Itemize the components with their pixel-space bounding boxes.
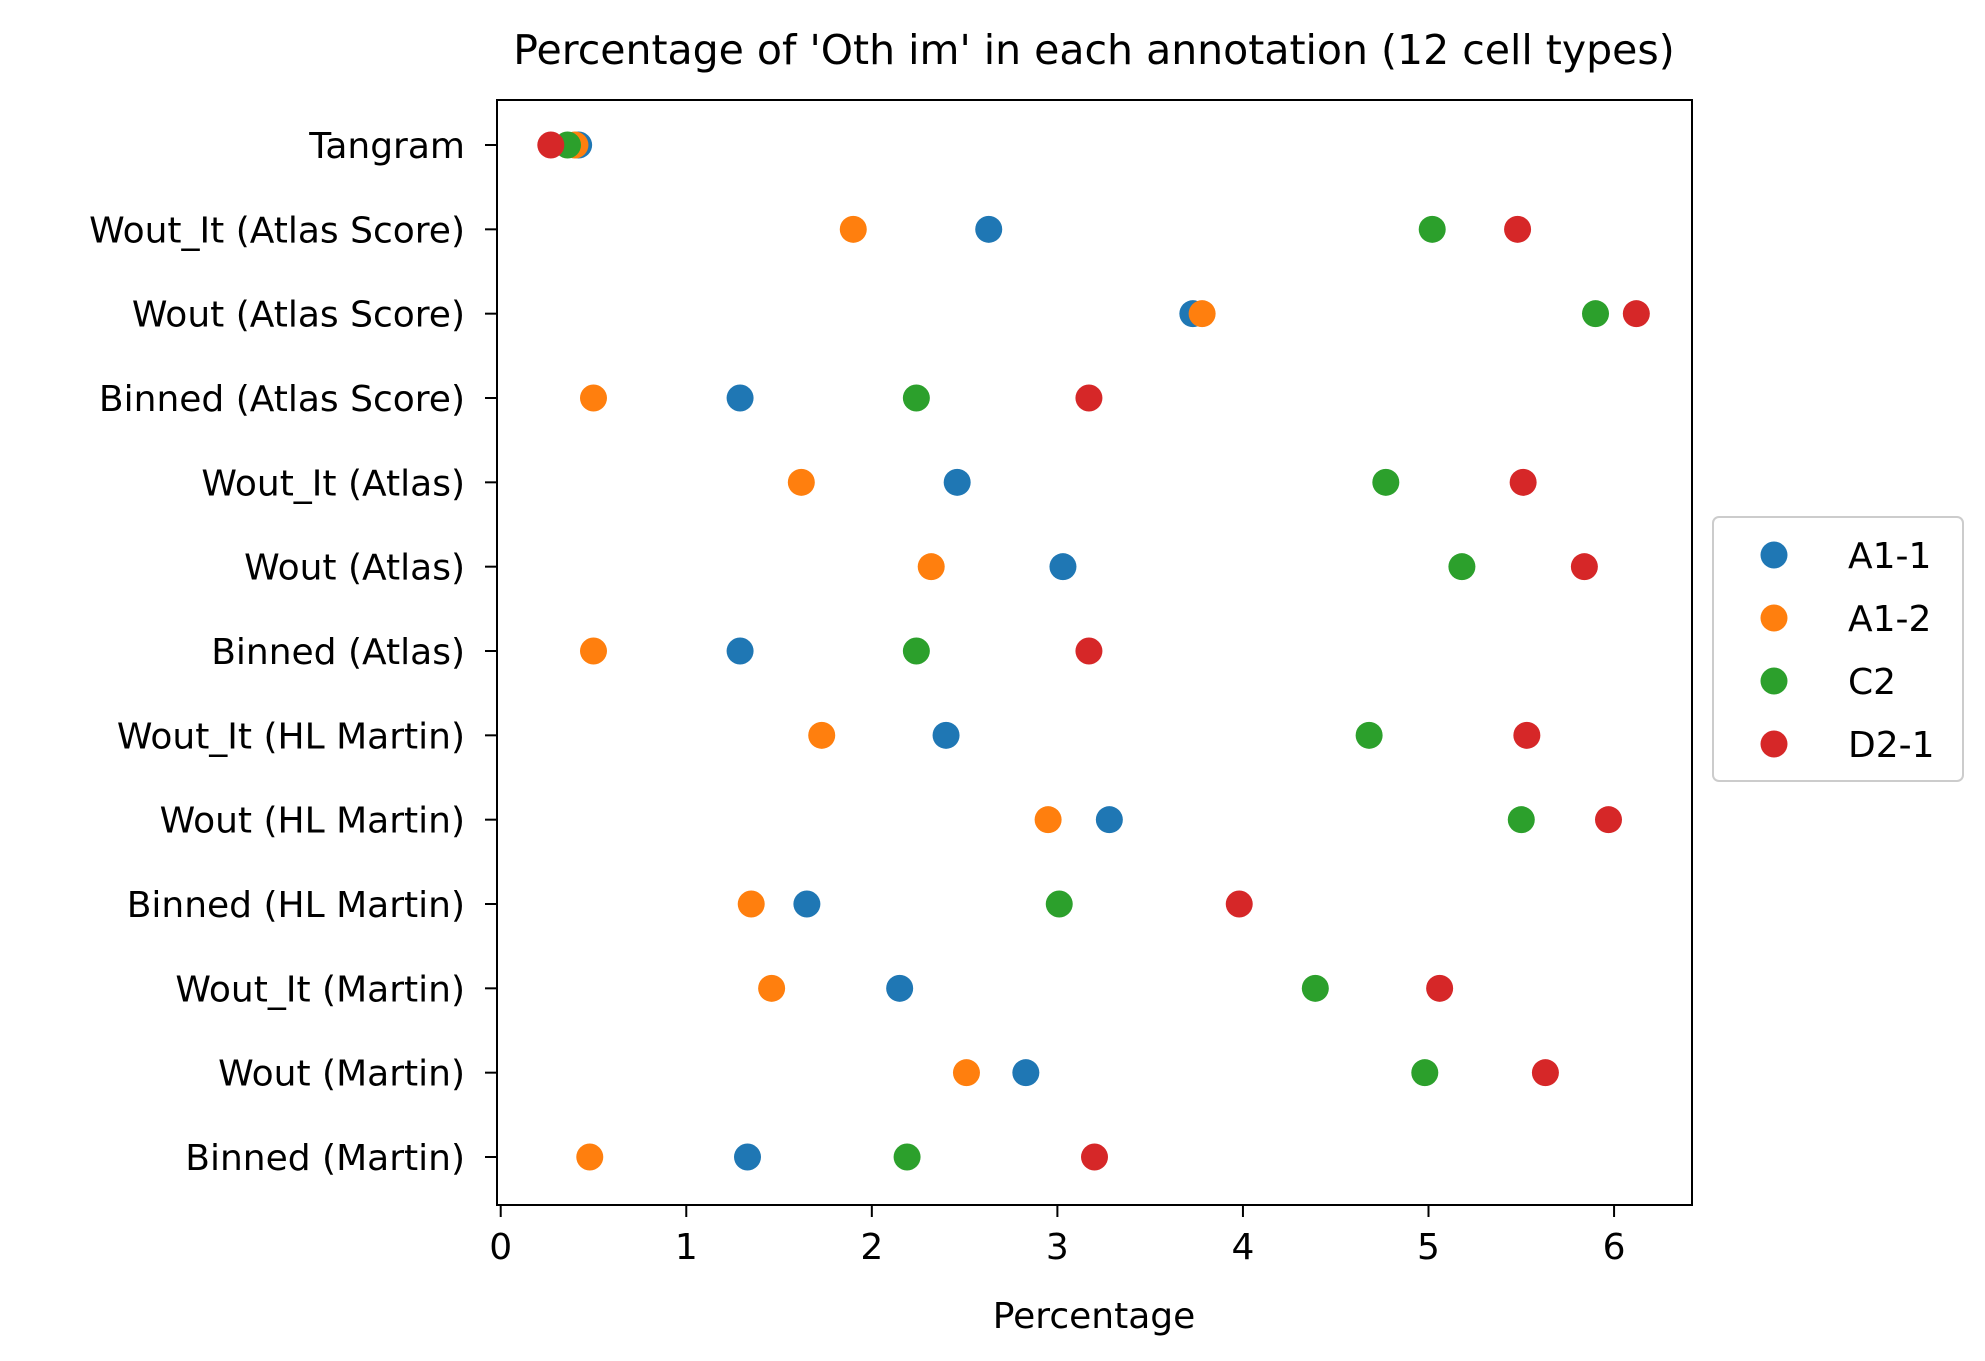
data-point-C2 (902, 637, 930, 665)
data-point-D2-1 (1075, 637, 1103, 665)
data-point-A1-2 (1034, 806, 1062, 834)
data-point-D2-1 (1531, 1059, 1559, 1087)
x-tick-label: 2 (860, 1227, 883, 1268)
data-point-A1-1 (975, 215, 1003, 243)
y-tick-label: Wout (Atlas Score) (132, 295, 465, 336)
data-point-D2-1 (537, 131, 565, 159)
data-point-A1-1 (886, 974, 914, 1002)
data-point-D2-1 (1594, 806, 1622, 834)
y-tick-label: Wout_It (Atlas Score) (89, 210, 465, 251)
data-point-D2-1 (1426, 974, 1454, 1002)
x-axis-label: Percentage (993, 1296, 1196, 1337)
legend-label: A1-2 (1848, 599, 1931, 640)
y-tick-label: Tangram (308, 126, 465, 167)
legend-marker (1760, 667, 1788, 695)
data-point-D2-1 (1075, 384, 1103, 412)
data-point-D2-1 (1570, 553, 1598, 581)
data-point-A1-2 (1188, 300, 1216, 328)
data-point-A1-1 (726, 384, 754, 412)
legend: A1-1 A1-2 C2 D2-1 (1712, 516, 1964, 782)
data-point-A1-2 (579, 384, 607, 412)
x-tick-label: 3 (1046, 1227, 1069, 1268)
y-tick-label: Wout (HL Martin) (160, 801, 465, 842)
data-point-C2 (1448, 553, 1476, 581)
data-point-C2 (902, 384, 930, 412)
data-point-C2 (1372, 468, 1400, 496)
data-point-C2 (1411, 1059, 1439, 1087)
x-tick-label: 6 (1603, 1227, 1626, 1268)
y-ticks (485, 144, 497, 1158)
x-ticks (499, 1205, 1616, 1217)
data-point-D2-1 (1504, 215, 1532, 243)
y-tick-label: Binned (Atlas Score) (99, 379, 465, 420)
data-point-D2-1 (1509, 468, 1537, 496)
data-point-A1-1 (1012, 1059, 1040, 1087)
data-point-D2-1 (1225, 890, 1253, 918)
legend-label: D2-1 (1848, 725, 1935, 766)
data-point-A1-2 (579, 637, 607, 665)
y-tick-label: Binned (Martin) (185, 1138, 465, 1179)
data-point-C2 (1355, 721, 1383, 749)
data-point-A1-1 (943, 468, 971, 496)
legend-marker (1760, 604, 1788, 632)
y-tick-label: Wout_It (Atlas) (201, 463, 465, 504)
data-point-A1-2 (917, 553, 945, 581)
y-tick-label: Wout (Martin) (218, 1054, 465, 1095)
legend-marker (1760, 730, 1788, 758)
y-tick-label: Binned (HL Martin) (127, 885, 465, 926)
data-point-A1-2 (808, 721, 836, 749)
data-point-A1-2 (576, 1143, 604, 1171)
data-point-A1-2 (787, 468, 815, 496)
data-point-A1-1 (1049, 553, 1077, 581)
plot-frame (496, 99, 1693, 1206)
legend-box (1712, 516, 1964, 782)
y-tick-label: Wout_It (Martin) (175, 969, 465, 1010)
x-tick-labels: 0 1 2 3 4 5 6 (489, 1227, 1625, 1268)
data-point-A1-2 (737, 890, 765, 918)
y-tick-label: Wout (Atlas) (244, 548, 465, 589)
data-point-C2 (893, 1143, 921, 1171)
data-point-A1-1 (734, 1143, 762, 1171)
data-point-A1-1 (726, 637, 754, 665)
y-tick-label: Wout_It (HL Martin) (117, 716, 465, 757)
legend-label: A1-1 (1848, 536, 1931, 577)
x-tick-label: 1 (675, 1227, 698, 1268)
data-point-C2 (1045, 890, 1073, 918)
data-point-D2-1 (1081, 1143, 1108, 1171)
legend-marker (1760, 541, 1788, 569)
y-tick-label: Binned (Atlas) (211, 632, 465, 673)
data-point-A1-1 (1095, 806, 1123, 834)
data-point-A1-2 (758, 974, 786, 1002)
data-point-C2 (1507, 806, 1535, 834)
legend-label: C2 (1848, 662, 1896, 703)
chart-title: Percentage of 'Oth im' in each annotatio… (513, 26, 1675, 74)
data-point-A1-2 (839, 215, 867, 243)
data-point-C2 (1301, 974, 1329, 1002)
x-tick-label: 5 (1417, 1227, 1440, 1268)
data-point-A1-1 (932, 721, 960, 749)
x-tick-label: 4 (1231, 1227, 1254, 1268)
data-point-D2-1 (1622, 300, 1650, 328)
data-point-A1-2 (952, 1059, 980, 1087)
data-point-C2 (1418, 215, 1446, 243)
data-point-C2 (1582, 300, 1610, 328)
x-tick-label: 0 (489, 1227, 512, 1268)
data-points (537, 131, 1650, 1171)
y-tick-labels: Tangram Wout_It (Atlas Score) Wout (Atlas … (89, 126, 465, 1179)
data-point-D2-1 (1513, 721, 1541, 749)
data-point-A1-1 (793, 890, 821, 918)
